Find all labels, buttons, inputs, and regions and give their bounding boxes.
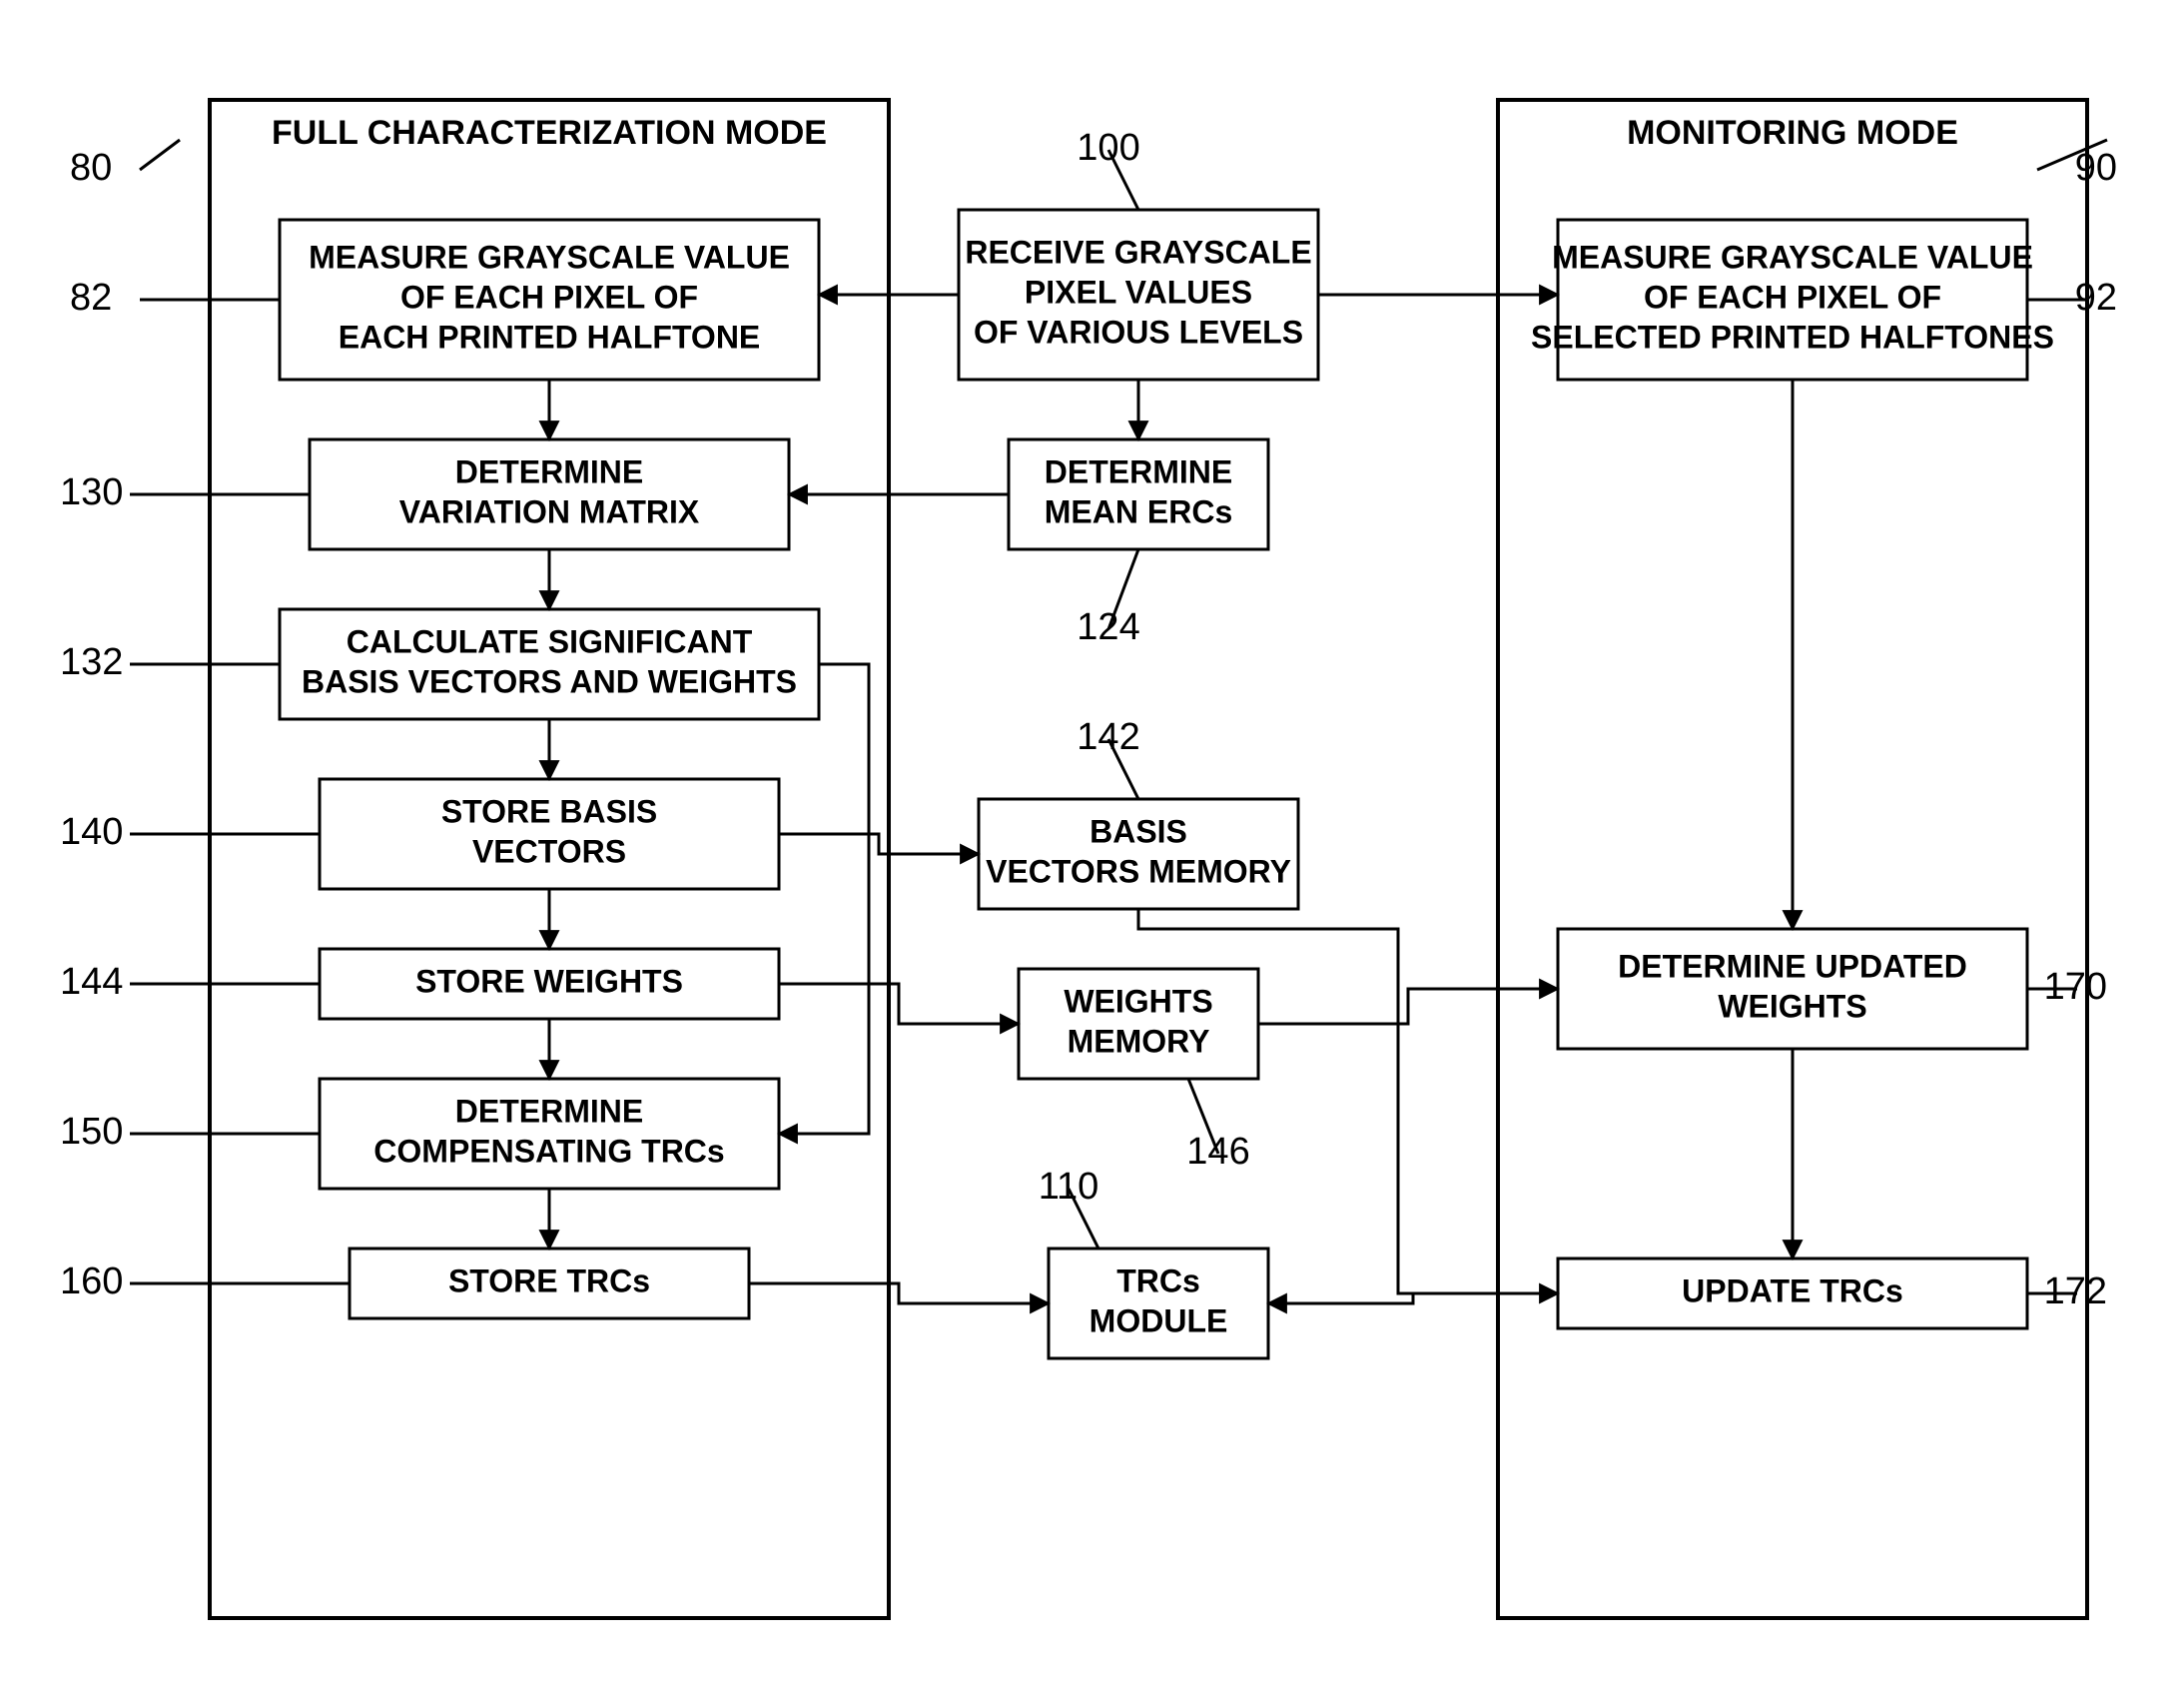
left-panel-title: FULL CHARACTERIZATION MODE [272,114,827,152]
node-n142-line-0: BASIS [1090,813,1187,849]
node-n92-line-0: MEASURE GRAYSCALE VALUE [1552,239,2033,275]
node-n130-line-1: VARIATION MATRIX [399,493,700,529]
node-n110-line-0: TRCs [1116,1262,1200,1298]
ref-label-146: 146 [1186,1131,1249,1173]
ref-label-170: 170 [2044,966,2107,1008]
node-n140-line-0: STORE BASIS [441,793,657,829]
node-n130-line-0: DETERMINE [455,453,643,489]
flowchart-canvas: FULL CHARACTERIZATION MODE MONITORING MOD… [0,0,2184,1682]
arrow-n144-n146 [779,984,1019,1024]
node-n144-line-0: STORE WEIGHTS [415,963,683,999]
ref-label-172: 172 [2044,1270,2107,1312]
ref-leader-80 [140,140,180,170]
node-n124-line-1: MEAN ERCs [1045,493,1232,529]
node-n170-line-0: DETERMINE UPDATED [1618,948,1967,984]
node-n132-line-0: CALCULATE SIGNIFICANT [347,623,753,659]
node-n110-line-1: MODULE [1090,1302,1228,1338]
ref-label-92: 92 [2075,277,2117,319]
elbow-n142-n172 [1138,909,1558,1293]
elbow-n132-n150 [779,664,869,1134]
ref-label-130: 130 [60,471,123,513]
node-n172-line-0: UPDATE TRCs [1682,1272,1903,1308]
ref-label-100: 100 [1077,127,1139,169]
node-n170-line-1: WEIGHTS [1718,988,1866,1024]
node-n82-line-2: EACH PRINTED HALFTONE [339,319,761,355]
ref-label-110: 110 [1039,1166,1099,1208]
arrow-n140-n142 [779,834,979,854]
node-n150-line-0: DETERMINE [455,1093,643,1129]
arrow-n160-n110 [749,1283,1049,1303]
right-panel-title: MONITORING MODE [1627,114,1958,152]
ref-label-140: 140 [60,811,123,853]
ref-label-144: 144 [60,961,123,1003]
node-n92-line-2: SELECTED PRINTED HALFTONES [1531,319,2054,355]
node-n140-line-1: VECTORS [472,833,626,869]
ref-label-132: 132 [60,641,123,683]
node-n146-line-0: WEIGHTS [1064,983,1212,1019]
ref-label-80: 80 [70,147,112,189]
ref-label-90: 90 [2075,147,2117,189]
node-n146-line-1: MEMORY [1068,1023,1210,1059]
node-n100-line-2: OF VARIOUS LEVELS [974,314,1303,350]
node-n82-line-1: OF EACH PIXEL OF [400,279,698,315]
ref-label-82: 82 [70,277,112,319]
ref-label-150: 150 [60,1111,123,1153]
node-n150-line-1: COMPENSATING TRCs [373,1133,724,1169]
arrow-n146-n170 [1258,989,1558,1024]
node-n124-line-0: DETERMINE [1045,453,1232,489]
node-n132-line-1: BASIS VECTORS AND WEIGHTS [302,663,797,699]
ref-label-160: 160 [60,1261,123,1302]
ref-label-142: 142 [1077,716,1139,758]
node-n92-line-1: OF EACH PIXEL OF [1644,279,1941,315]
ref-label-124: 124 [1077,606,1139,648]
node-n100-line-0: RECEIVE GRAYSCALE [965,234,1311,270]
node-n82-line-0: MEASURE GRAYSCALE VALUE [309,239,790,275]
node-n100-line-1: PIXEL VALUES [1025,274,1252,310]
node-n160-line-0: STORE TRCs [448,1262,650,1298]
node-n142-line-1: VECTORS MEMORY [986,853,1291,889]
